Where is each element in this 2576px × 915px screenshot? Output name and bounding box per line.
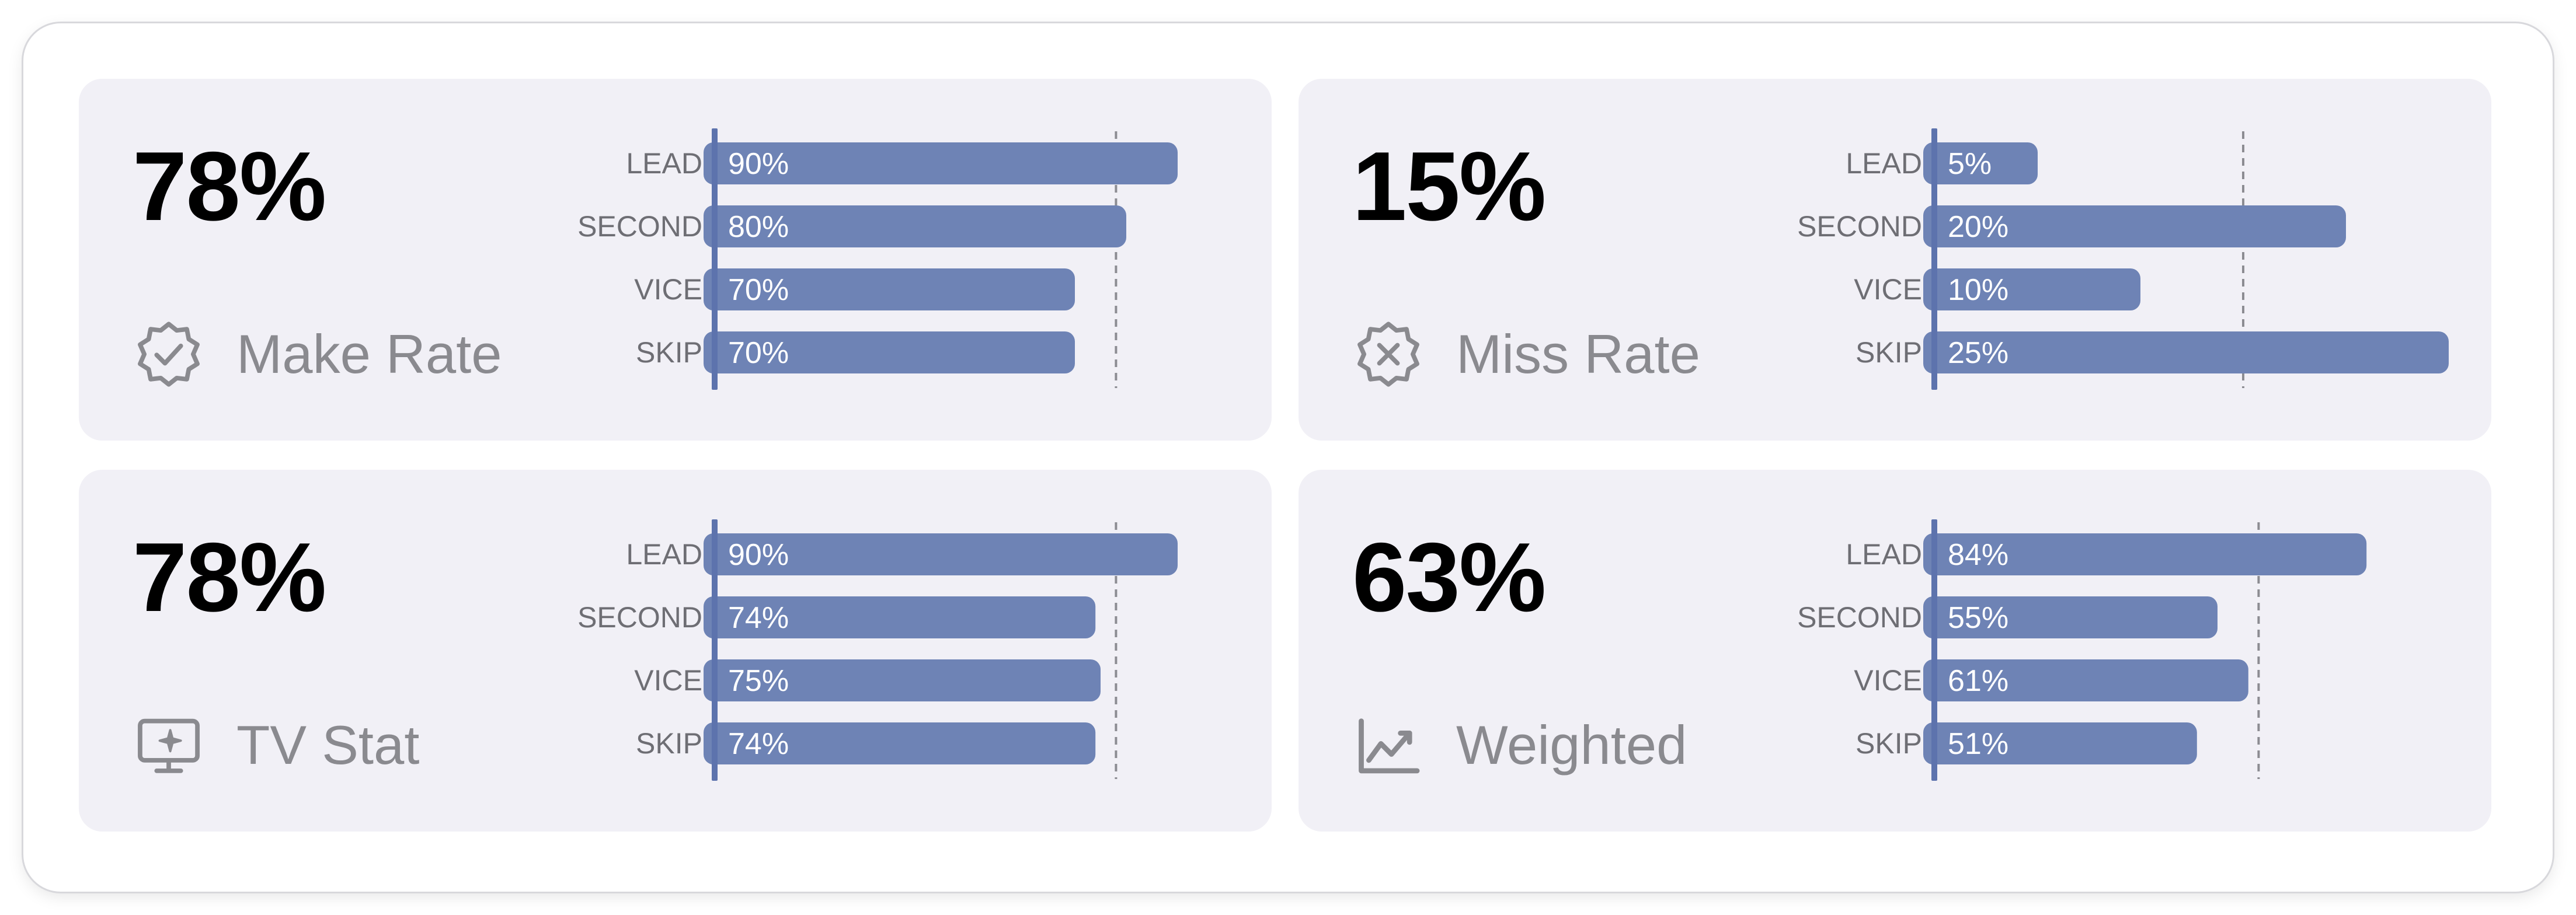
bar-lead bbox=[704, 533, 1178, 575]
bar-value-label: 61% bbox=[1948, 664, 2008, 698]
bar-skip bbox=[1923, 331, 2449, 373]
bar-value-label: 55% bbox=[1948, 601, 2008, 635]
bar-value-label: 75% bbox=[728, 664, 789, 698]
category-label: SKIP bbox=[1856, 727, 1922, 760]
tv-stat-value: 78% bbox=[133, 522, 326, 632]
bar-second bbox=[704, 205, 1126, 247]
weighted-chart: LEAD 84% SECOND 55% VICE 61% SKIP 51% bbox=[1299, 470, 2491, 832]
miss-rate-chart: LEAD 5% SECOND 20% VICE 10% SKIP 25% bbox=[1299, 79, 2491, 441]
bar-vice bbox=[704, 268, 1075, 310]
miss-rate-value: 15% bbox=[1352, 131, 1546, 241]
bar-value-label: 74% bbox=[728, 727, 789, 761]
category-label: SKIP bbox=[1856, 336, 1922, 369]
category-label: VICE bbox=[1854, 273, 1922, 306]
bar-value-label: 20% bbox=[1948, 210, 2008, 244]
category-label: SKIP bbox=[636, 336, 702, 369]
bar-vice bbox=[704, 659, 1101, 701]
bar-skip bbox=[704, 331, 1075, 373]
y-axis-line bbox=[1931, 128, 1937, 390]
bar-second bbox=[1923, 205, 2346, 247]
category-label: LEAD bbox=[626, 147, 702, 180]
stats-panel: 78% Make Rate LEAD 90% SECOND 80% VICE 70% SKI… bbox=[23, 23, 2553, 892]
tv-stat-label: TV Stat bbox=[236, 714, 420, 776]
bar-value-label: 80% bbox=[728, 210, 789, 244]
bar-vice bbox=[1923, 268, 2140, 310]
make-rate-card[interactable]: 78% Make Rate LEAD 90% SECOND 80% VICE 70% SKI… bbox=[79, 79, 1272, 441]
category-label: SKIP bbox=[636, 727, 702, 760]
bar-value-label: 90% bbox=[728, 538, 789, 572]
bar-vice bbox=[1923, 659, 2248, 701]
category-label: LEAD bbox=[1846, 538, 1922, 571]
weighted-label: Weighted bbox=[1456, 714, 1687, 776]
bar-value-label: 84% bbox=[1948, 538, 2008, 572]
bar-value-label: 70% bbox=[728, 273, 789, 307]
weighted-card[interactable]: 63% Weighted LEAD 84% SECOND 55% VICE 61% SKIP… bbox=[1299, 470, 2491, 832]
make-rate-label: Make Rate bbox=[236, 323, 502, 385]
bar-value-label: 51% bbox=[1948, 727, 2008, 761]
bar-value-label: 5% bbox=[1948, 147, 1992, 181]
bar-second bbox=[1923, 596, 2218, 638]
bar-chart: LEAD 5% SECOND 20% VICE 10% SKIP 25% bbox=[1797, 128, 2449, 390]
bar-chart: LEAD 90% SECOND 80% VICE 70% SKIP 70% bbox=[577, 128, 1178, 390]
tv-stat-chart: LEAD 90% SECOND 74% VICE 75% SKIP 74% bbox=[79, 470, 1272, 832]
bar-value-label: 70% bbox=[728, 336, 789, 370]
bar-value-label: 90% bbox=[728, 147, 789, 181]
category-label: VICE bbox=[634, 664, 702, 697]
category-label: VICE bbox=[1854, 664, 1922, 697]
bar-value-label: 74% bbox=[728, 601, 789, 635]
badge-x-icon bbox=[1352, 318, 1425, 390]
bar-chart: LEAD 84% SECOND 55% VICE 61% SKIP 51% bbox=[1797, 519, 2367, 781]
category-label: LEAD bbox=[1846, 147, 1922, 180]
badge-check-icon bbox=[133, 318, 205, 390]
y-axis-line bbox=[1931, 519, 1937, 781]
bar-lead bbox=[1923, 142, 2038, 184]
bar-lead bbox=[704, 142, 1178, 184]
category-label: LEAD bbox=[626, 538, 702, 571]
category-label: SECOND bbox=[1797, 210, 1922, 243]
miss-rate-card[interactable]: 15% Miss Rate LEAD 5% SECOND 20% VICE 10% SKIP… bbox=[1299, 79, 2491, 441]
bar-skip bbox=[1923, 722, 2197, 764]
category-label: SECOND bbox=[577, 210, 702, 243]
bar-value-label: 25% bbox=[1948, 336, 2008, 370]
trend-chart-icon bbox=[1352, 709, 1425, 781]
category-label: SECOND bbox=[577, 601, 702, 634]
bar-value-label: 10% bbox=[1948, 273, 2008, 307]
make-rate-chart: LEAD 90% SECOND 80% VICE 70% SKIP 70% bbox=[79, 79, 1272, 441]
bar-second bbox=[704, 596, 1096, 638]
weighted-value: 63% bbox=[1352, 522, 1546, 632]
tv-sparkle-icon bbox=[133, 709, 205, 781]
category-label: SECOND bbox=[1797, 601, 1922, 634]
y-axis-line bbox=[712, 519, 718, 781]
y-axis-line bbox=[712, 128, 718, 390]
miss-rate-label: Miss Rate bbox=[1456, 323, 1700, 385]
bar-lead bbox=[1923, 533, 2367, 575]
category-label: VICE bbox=[634, 273, 702, 306]
bar-chart: LEAD 90% SECOND 74% VICE 75% SKIP 74% bbox=[577, 519, 1178, 781]
make-rate-value: 78% bbox=[133, 131, 326, 241]
tv-stat-card[interactable]: 78% TV Stat LEAD 90% SECOND 74% VICE 75% SKIP 7… bbox=[79, 470, 1272, 832]
bar-skip bbox=[704, 722, 1096, 764]
